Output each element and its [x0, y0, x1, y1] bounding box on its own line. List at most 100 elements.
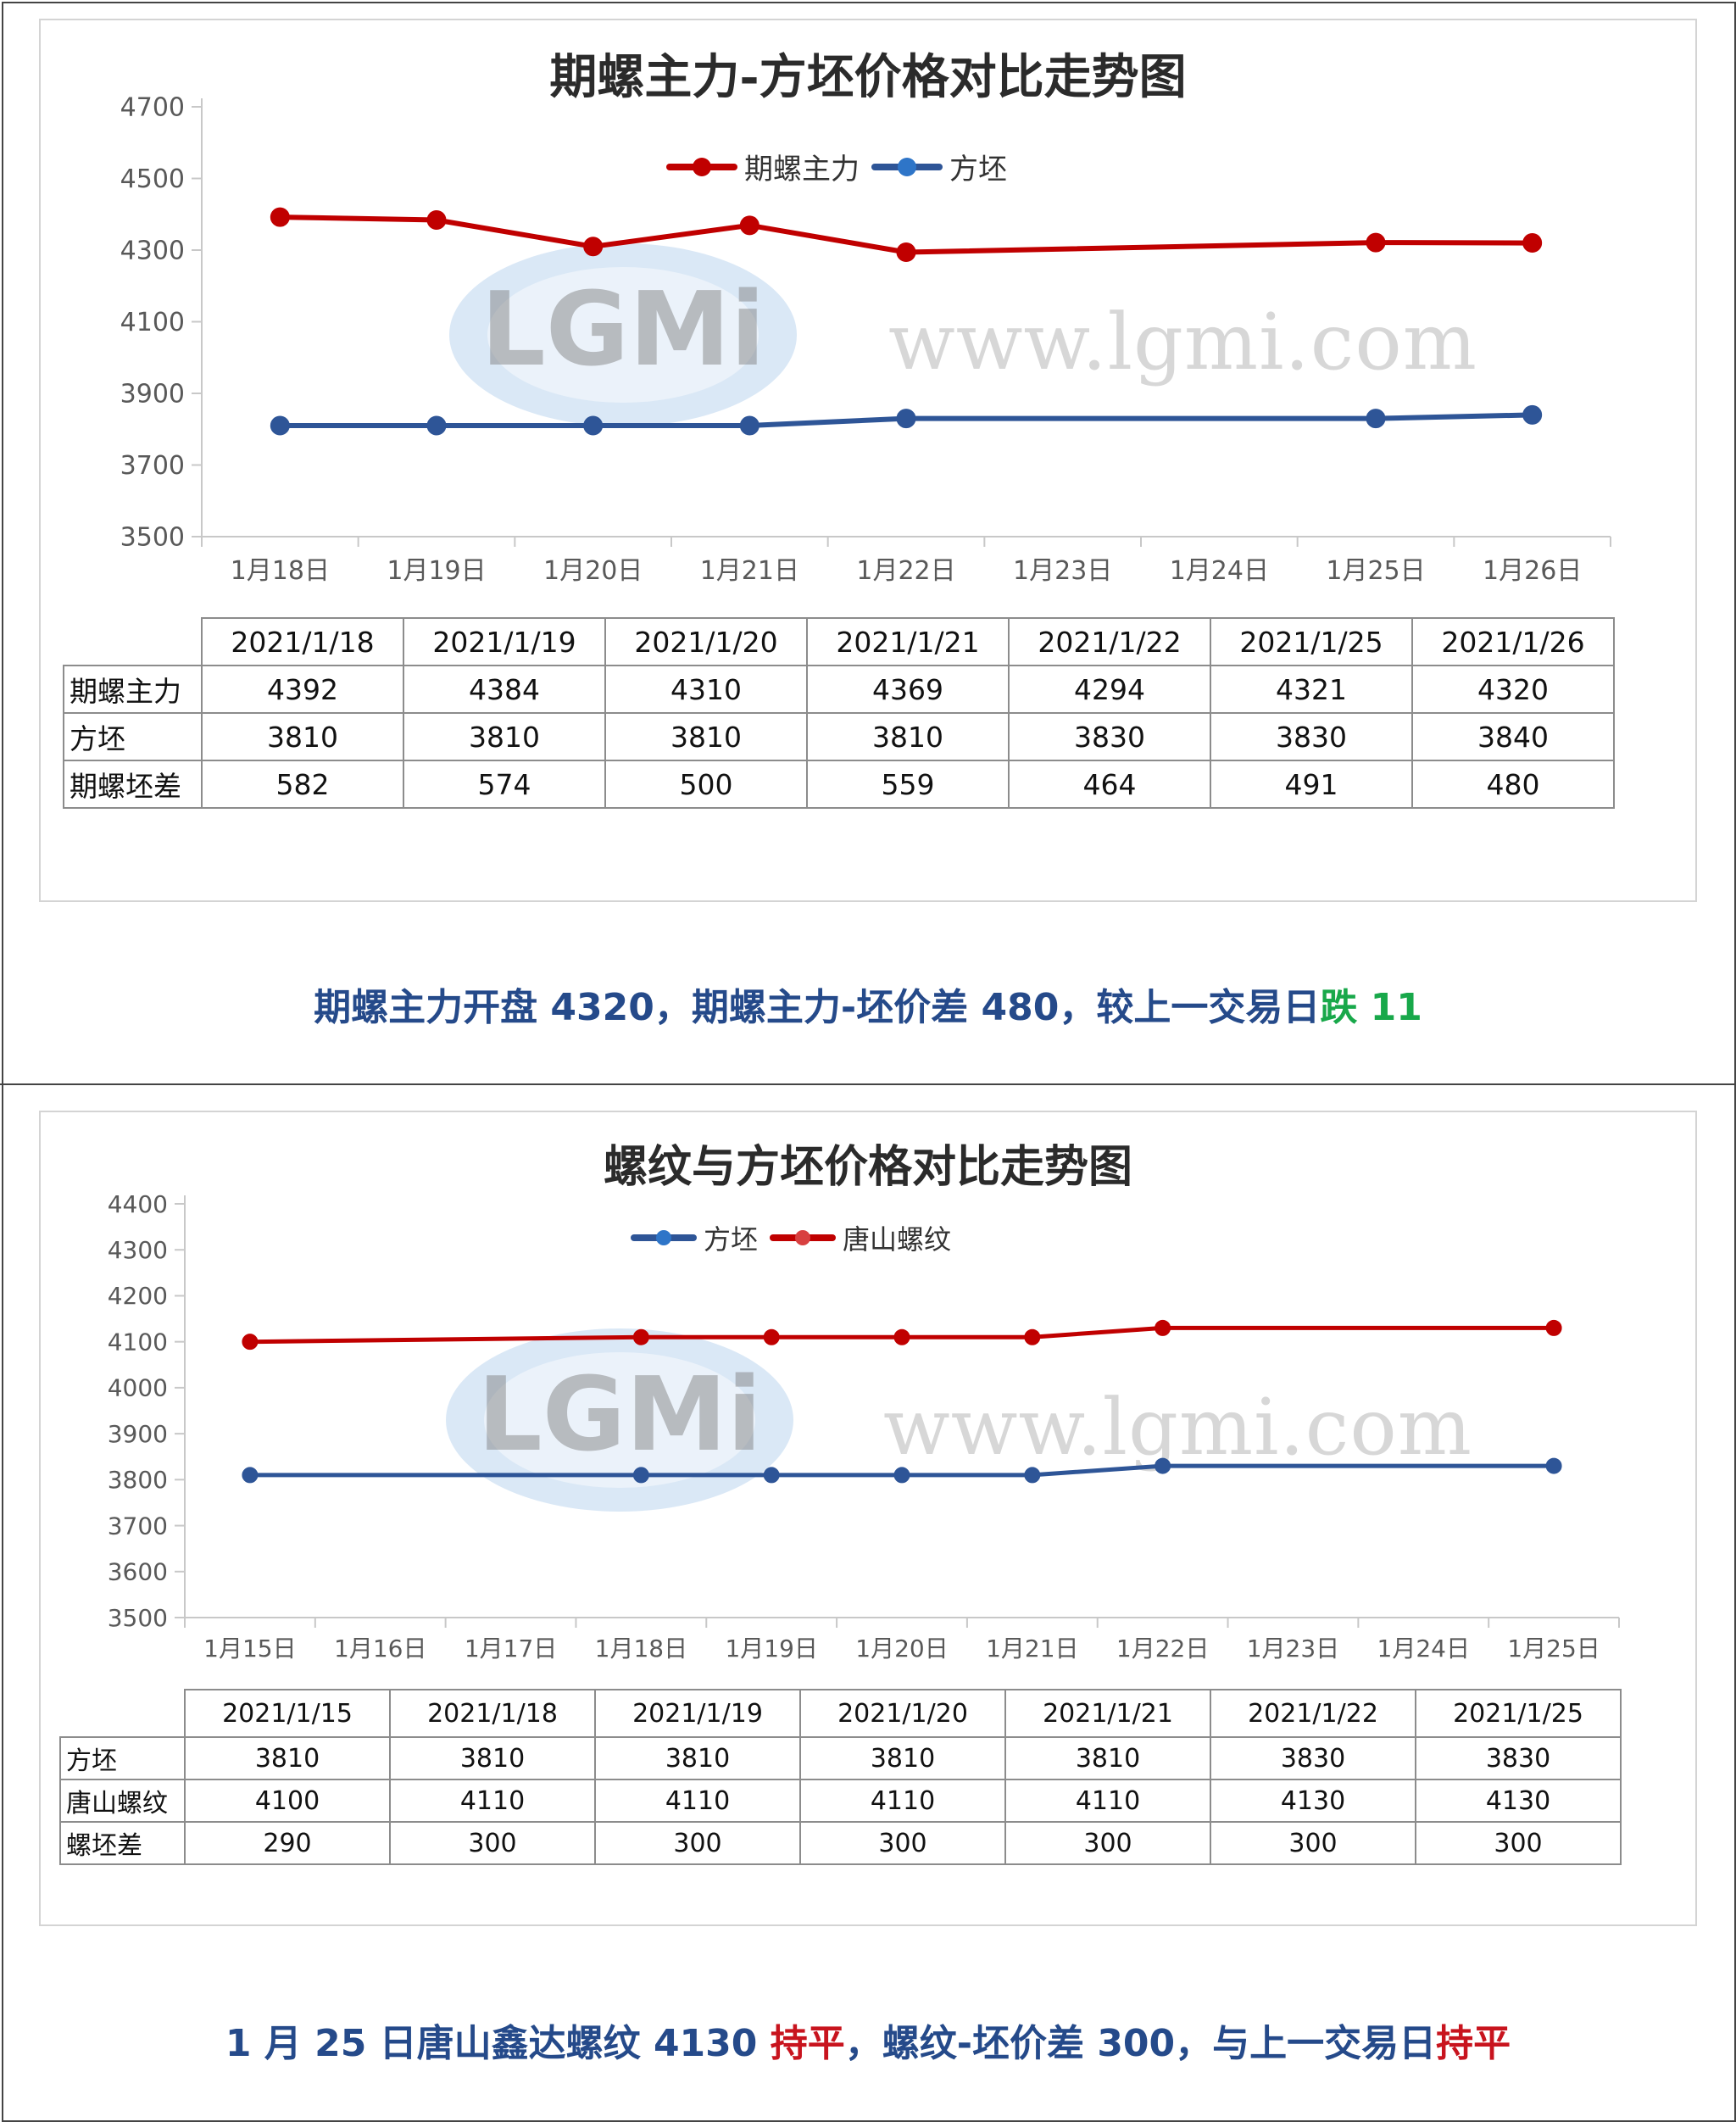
table-cell: 3810	[799, 1736, 1006, 1780]
table-cell: 3810	[389, 1736, 596, 1780]
bottom-data-point	[1545, 1319, 1562, 1336]
top-data-point	[426, 415, 447, 436]
table-date-header: 2021/1/20	[604, 617, 808, 666]
table-cell: 300	[594, 1821, 801, 1865]
legend-line-red	[666, 157, 737, 176]
table-cell: 500	[604, 760, 808, 809]
logo-text: LGMi	[477, 1356, 762, 1474]
bottom-data-point	[632, 1467, 649, 1484]
bottom-y-tick-label: 3800	[108, 1466, 168, 1494]
table-cell: 574	[403, 760, 606, 809]
legend-item-fangpi: 方坯	[871, 146, 1007, 187]
top-data-point	[270, 415, 290, 436]
top-x-tick-label: 1月18日	[231, 556, 330, 586]
bottom-data-point	[1024, 1467, 1041, 1484]
table-cell: 3830	[1415, 1736, 1622, 1780]
bottom-data-point	[893, 1467, 910, 1484]
top-chart-title: 期螺主力-方坯价格对比走势图	[549, 49, 1187, 105]
bottom-y-tick-label: 4000	[108, 1374, 168, 1402]
bottom-x-tick-label: 1月25日	[1507, 1635, 1600, 1663]
table-cell: 3810	[806, 712, 1010, 761]
top-price-table: 2021/1/18 2021/1/19 2021/1/20 2021/1/21 2021…	[63, 617, 1615, 809]
table-cell: 3830	[1210, 712, 1413, 761]
bottom-data-point	[242, 1334, 259, 1351]
lgmi-logo-watermark: LGMi	[446, 1328, 793, 1512]
table-cell: 300	[799, 1821, 1006, 1865]
bottom-data-point	[1545, 1457, 1562, 1474]
table-cell: 4310	[604, 665, 808, 714]
bottom-data-point	[763, 1467, 780, 1484]
table-cell: 300	[389, 1821, 596, 1865]
legend-label: 方坯	[704, 1223, 759, 1256]
table-cell: 3810	[184, 1736, 391, 1780]
table-cell: 464	[1008, 760, 1211, 809]
top-x-tick-label: 1月20日	[543, 556, 643, 586]
table-row: 期螺坯差 582 574 500 559 464 491 480	[63, 760, 1615, 809]
top-data-point	[270, 207, 290, 227]
bottom-chart-title: 螺纹与方坯价格对比走势图	[603, 1141, 1132, 1193]
top-summary: 期螺主力开盘 4320，期螺主力-坯价差 480，较上一交易日跌 11	[0, 977, 1736, 1031]
website-watermark: www.lgmi.com	[888, 297, 1477, 387]
legend-label: 唐山螺纹	[843, 1223, 952, 1256]
bottom-summary-flat: 持平	[1436, 2022, 1511, 2065]
bottom-y-tick-label: 3600	[108, 1558, 168, 1586]
table-header-row: 2021/1/18 2021/1/19 2021/1/20 2021/1/21 2021…	[64, 617, 1615, 666]
section-divider	[0, 1083, 1736, 1085]
lgmi-logo-watermark: LGMi	[449, 243, 797, 426]
legend-item-qiluo: 期螺主力	[666, 146, 860, 187]
table-date-header: 2021/1/21	[806, 617, 1010, 666]
top-y-tick-label: 4300	[120, 237, 185, 266]
top-data-point	[739, 215, 760, 236]
table-date-header: 2021/1/22	[1210, 1689, 1416, 1738]
top-y-tick-label: 4100	[120, 308, 185, 337]
table-date-header: 2021/1/18	[389, 1689, 596, 1738]
top-data-point	[1522, 404, 1543, 425]
table-row-label: 期螺主力	[63, 665, 203, 714]
table-date-header: 2021/1/19	[403, 617, 606, 666]
table-cell: 4130	[1415, 1779, 1622, 1823]
table-row: 方坯 3810 3810 3810 3810 3830 3830 3840	[63, 712, 1615, 761]
top-data-point	[1366, 409, 1386, 429]
top-data-point	[739, 415, 760, 436]
table-cell: 559	[806, 760, 1010, 809]
table-cell: 3810	[403, 712, 606, 761]
bottom-y-tick-label: 4100	[108, 1328, 168, 1356]
table-cell: 3810	[594, 1736, 801, 1780]
table-corner	[60, 1690, 186, 1738]
table-cell: 4392	[201, 665, 404, 714]
bottom-data-point	[1155, 1319, 1171, 1336]
top-x-tick-label: 1月19日	[387, 556, 486, 586]
table-date-header: 2021/1/19	[594, 1689, 801, 1738]
table-cell: 300	[1210, 1821, 1416, 1865]
website-watermark: www.lgmi.com	[883, 1382, 1472, 1473]
table-cell: 4294	[1008, 665, 1211, 714]
top-x-tick-label: 1月26日	[1483, 556, 1582, 586]
table-cell: 491	[1210, 760, 1413, 809]
bottom-y-tick-label: 4200	[108, 1282, 168, 1310]
logo-text: LGMi	[481, 271, 765, 389]
table-row: 唐山螺纹 4100 4110 4110 4110 4110 4130 4130	[59, 1779, 1622, 1823]
bottom-data-point	[1024, 1328, 1041, 1345]
legend-item-tangshan: 唐山螺纹	[770, 1218, 951, 1257]
table-row: 期螺主力 4392 4384 4310 4369 4294 4321 4320	[63, 665, 1615, 714]
table-date-header: 2021/1/20	[799, 1689, 1006, 1738]
bottom-summary: 1 月 25 日唐山鑫达螺纹 4130 持平，螺纹-坯价差 300，与上一交易日…	[0, 2013, 1736, 2067]
top-y-tick-label: 4700	[120, 93, 185, 123]
legend-item-fangpi: 方坯	[631, 1218, 758, 1257]
table-cell: 300	[1415, 1821, 1622, 1865]
bottom-x-tick-label: 1月24日	[1377, 1635, 1470, 1663]
table-header-row: 2021/1/15 2021/1/18 2021/1/19 2021/1/20 2021…	[60, 1689, 1622, 1738]
bottom-price-table: 2021/1/15 2021/1/18 2021/1/19 2021/1/20 2021…	[59, 1689, 1622, 1865]
top-y-tick-label: 3900	[120, 380, 185, 409]
top-data-point	[1522, 233, 1543, 253]
table-cell: 3830	[1008, 712, 1211, 761]
top-x-tick-label: 1月22日	[856, 556, 955, 586]
bottom-data-point	[1155, 1457, 1171, 1474]
top-chart-legend: 期螺主力 方坯	[666, 146, 1019, 187]
top-summary-change: 跌 11	[1320, 986, 1422, 1029]
bottom-chart-legend: 方坯 唐山螺纹	[631, 1218, 963, 1257]
table-cell: 4130	[1210, 1779, 1416, 1823]
table-row-label: 方坯	[59, 1736, 186, 1780]
bottom-y-tick-label: 3500	[108, 1604, 168, 1632]
